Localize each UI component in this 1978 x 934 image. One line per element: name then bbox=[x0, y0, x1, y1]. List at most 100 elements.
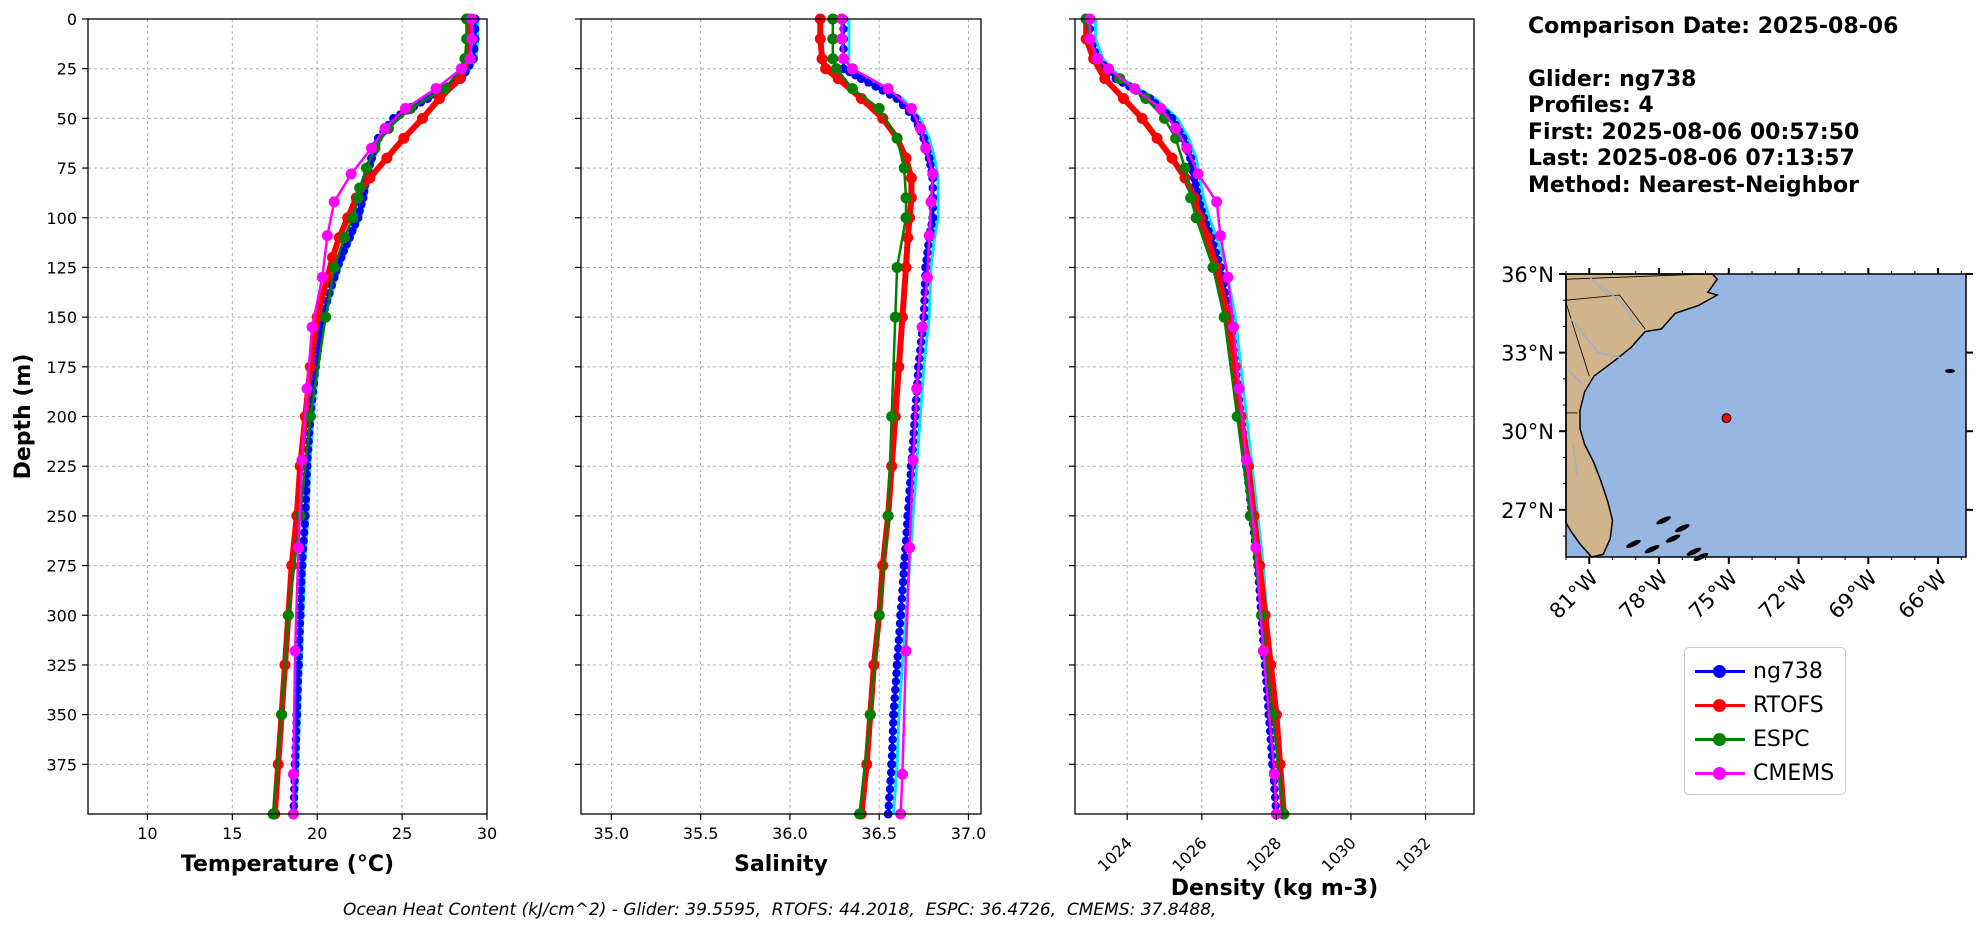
data-point-ng738 bbox=[898, 586, 907, 595]
data-point-espc bbox=[276, 709, 288, 721]
island bbox=[1626, 539, 1641, 548]
ohc-text: Ocean Heat Content (kJ/cm^2) - Glider: 3… bbox=[343, 900, 1217, 920]
data-point-espc bbox=[900, 212, 912, 224]
y-tick-label: 200 bbox=[46, 408, 77, 427]
y-tick-label: 325 bbox=[46, 656, 77, 675]
glider-name: Glider: ng738 bbox=[1528, 66, 1697, 92]
data-point-ng738 bbox=[297, 577, 306, 587]
data-point-cmems bbox=[1170, 122, 1182, 134]
profile-panel-2: 35.0 35.5 36.0 36.5 37.0 Salinity bbox=[575, 13, 987, 877]
data-point-espc bbox=[347, 212, 359, 224]
data-point-espc bbox=[1207, 261, 1219, 273]
data-point-ng738 bbox=[900, 553, 910, 562]
data-point-espc bbox=[360, 162, 372, 174]
x-tick-label: 35.5 bbox=[683, 824, 719, 843]
data-point-cmems bbox=[316, 271, 328, 283]
x-axis-label: Temperature (°C) bbox=[181, 852, 394, 877]
method: Method: Nearest-Neighbor bbox=[1528, 172, 1859, 198]
y-tick-label: 25 bbox=[57, 60, 77, 79]
y-tick-label: 50 bbox=[57, 109, 77, 128]
x-tick-label: 35.0 bbox=[594, 824, 630, 843]
profile-panel-1: 10 15 20 25 30025507510012515017520022525027… bbox=[11, 10, 497, 877]
legend-label-espc: ESPC bbox=[1753, 726, 1810, 752]
data-point-cmems bbox=[1211, 196, 1223, 208]
legend-item-glider: ng738 bbox=[1685, 654, 1845, 688]
lon-tick-label: 66°W bbox=[1894, 565, 1952, 623]
data-point-cmems bbox=[466, 33, 478, 45]
data-point-ng738 bbox=[888, 726, 898, 736]
data-point-cmems bbox=[1084, 33, 1096, 45]
data-point-ng738 bbox=[894, 635, 904, 645]
lon-tick-label: 72°W bbox=[1754, 565, 1812, 623]
data-point-rtofs bbox=[381, 152, 393, 164]
data-point-cmems bbox=[456, 63, 468, 75]
data-point-cmems bbox=[293, 542, 305, 554]
y-tick-label: 100 bbox=[46, 209, 77, 228]
data-point-ng738 bbox=[298, 553, 307, 562]
data-point-ng738 bbox=[884, 801, 893, 810]
y-tick-label: 150 bbox=[46, 308, 77, 327]
y-axis-label: Depth (m) bbox=[11, 354, 36, 480]
first-time: First: 2025-08-06 00:57:50 bbox=[1528, 119, 1860, 145]
data-point-rtofs bbox=[893, 361, 905, 373]
data-point-ng738 bbox=[889, 710, 898, 720]
data-point-ng738 bbox=[887, 751, 897, 761]
data-point-ng738 bbox=[895, 619, 905, 628]
data-point-ng738 bbox=[301, 503, 310, 512]
data-point-cmems bbox=[289, 645, 301, 657]
data-point-ng738 bbox=[299, 528, 309, 537]
x-tick-label: 20 bbox=[307, 824, 327, 843]
data-point-rtofs bbox=[326, 252, 338, 263]
data-point-cmems bbox=[366, 142, 378, 154]
data-point-espc bbox=[439, 83, 451, 95]
data-point-rtofs bbox=[1166, 152, 1178, 164]
data-point-ng738 bbox=[887, 759, 897, 769]
data-point-cmems bbox=[900, 645, 912, 657]
x-tick-label: 37.0 bbox=[951, 824, 987, 843]
last-time: Last: 2025-08-06 07:13:57 bbox=[1528, 146, 1855, 171]
data-point-ng738 bbox=[886, 776, 895, 786]
data-point-cmems bbox=[1250, 542, 1262, 554]
data-point-ng738 bbox=[894, 644, 903, 653]
map-land bbox=[1565, 273, 1720, 558]
data-point-rtofs bbox=[861, 758, 873, 770]
data-point-rtofs bbox=[1136, 112, 1148, 124]
legend-item-espc: ESPC bbox=[1685, 722, 1845, 756]
data-point-ng738 bbox=[294, 669, 303, 678]
legend-item-rtofs: RTOFS bbox=[1685, 688, 1845, 722]
y-tick-label: 175 bbox=[46, 358, 77, 377]
x-tick-label: 1032 bbox=[1392, 833, 1434, 875]
data-point-cmems bbox=[1192, 168, 1204, 180]
data-point-rtofs bbox=[820, 63, 832, 75]
data-point-cmems bbox=[925, 196, 937, 208]
data-point-ng738 bbox=[891, 685, 900, 694]
river bbox=[1572, 444, 1579, 476]
data-point-cmems bbox=[1103, 63, 1115, 75]
legend-item-cmems: CMEMS bbox=[1685, 756, 1845, 790]
data-point-ng738 bbox=[892, 660, 902, 670]
data-point-ng738 bbox=[889, 702, 899, 711]
data-point-cmems bbox=[904, 542, 916, 554]
data-point-cmems bbox=[927, 168, 939, 180]
data-point-ng738 bbox=[296, 586, 306, 595]
y-tick-label: 275 bbox=[46, 557, 77, 576]
data-point-espc bbox=[352, 192, 364, 204]
y-tick-label: 350 bbox=[46, 706, 77, 725]
data-point-rtofs bbox=[454, 73, 466, 85]
data-point-ng738 bbox=[885, 784, 895, 794]
data-point-ng738 bbox=[295, 627, 304, 637]
profile-count: Profiles: 4 bbox=[1528, 93, 1654, 118]
state-border bbox=[1565, 294, 1646, 330]
island bbox=[1656, 516, 1672, 525]
data-point-ng738 bbox=[888, 743, 897, 752]
state-border bbox=[1565, 273, 1708, 280]
x-tick-label: 10 bbox=[137, 824, 157, 843]
data-point-rtofs bbox=[1099, 73, 1111, 85]
data-point-cmems bbox=[836, 33, 848, 45]
island bbox=[1644, 545, 1660, 554]
legend-label-rtofs: RTOFS bbox=[1753, 692, 1824, 718]
data-point-ng738 bbox=[886, 768, 896, 777]
x-tick-label: 36.5 bbox=[861, 824, 897, 843]
data-point-ng738 bbox=[296, 594, 305, 603]
river bbox=[1600, 283, 1637, 327]
